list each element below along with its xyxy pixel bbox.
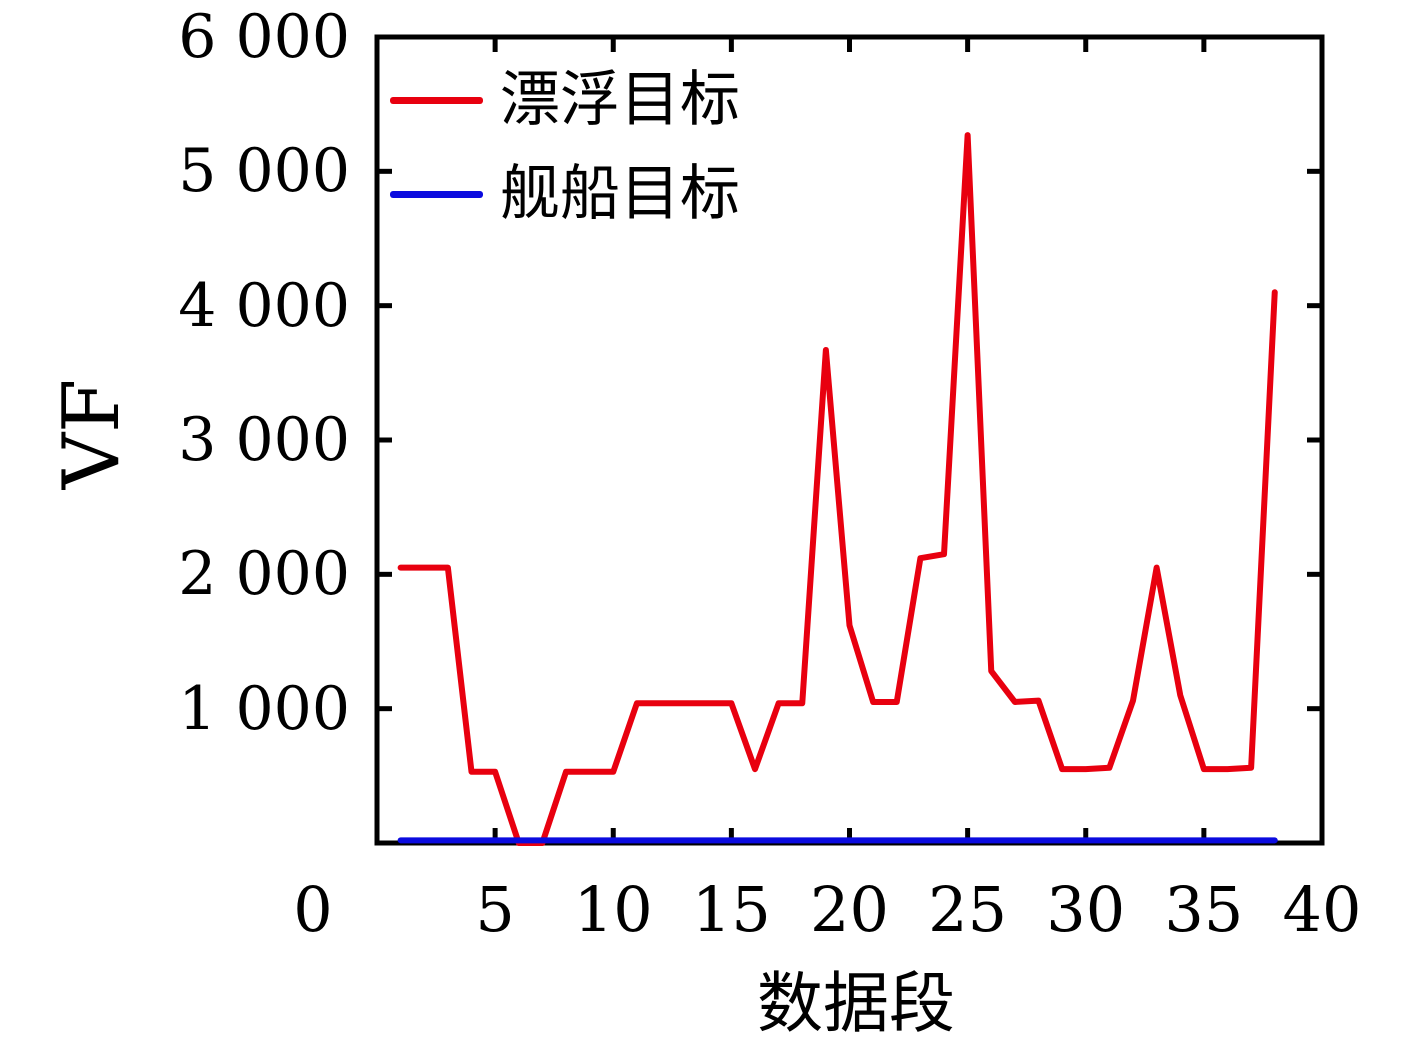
x-tick-label-0: 0: [293, 873, 333, 946]
x-tick-label-25: 25: [928, 873, 1008, 946]
legend-item-ship-target: 舰船目标: [390, 156, 740, 232]
x-tick-label-30: 30: [1046, 873, 1126, 946]
y-axis-title: VF: [47, 378, 137, 490]
x-tick-label-35: 35: [1164, 873, 1244, 946]
floating-target-label: 漂浮目标: [500, 65, 740, 135]
y-tick-label-3000: 3 000: [178, 405, 350, 475]
x-tick-label-10: 10: [573, 873, 653, 946]
y-tick-label-4000: 4 000: [178, 270, 350, 341]
x-tick-label-15: 15: [691, 873, 771, 946]
ship-target-label: 舰船目标: [500, 159, 740, 229]
x-tick-label-40: 40: [1282, 873, 1362, 946]
y-tick-label-1000: 1 000: [178, 673, 350, 744]
x-axis-title: 数据段: [757, 965, 955, 1042]
x-tick-label-20: 20: [810, 873, 889, 946]
legend-item-floating-target: 漂浮目标: [390, 62, 740, 138]
ship-target-line-swatch: [390, 190, 483, 198]
floating-target-line-swatch: [390, 96, 483, 104]
y-tick-label-5000: 5 000: [178, 136, 350, 207]
floating-target-line: [397, 132, 1278, 846]
y-tick-label-2000: 2 000: [178, 539, 350, 610]
x-tick-label-5: 5: [475, 873, 515, 946]
y-tick-label-6000: 6 000: [178, 2, 350, 72]
